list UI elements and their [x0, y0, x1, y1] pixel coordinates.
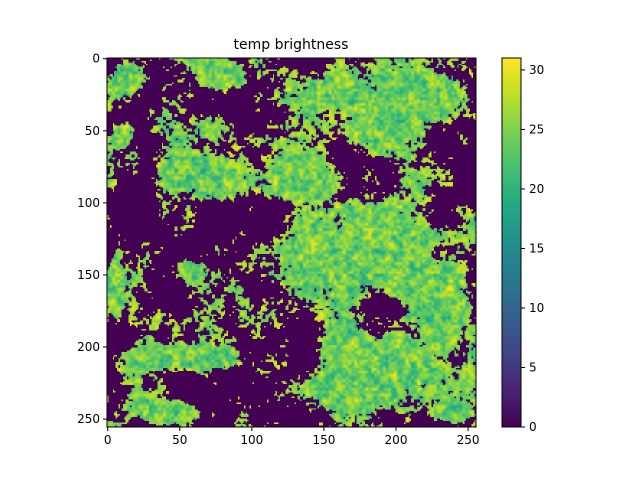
colorbar-tick-label: 25: [529, 122, 544, 136]
colorbar-tick-label: 10: [529, 301, 544, 315]
y-tick-label: 150: [77, 268, 100, 282]
y-tick-label: 200: [77, 340, 100, 354]
y-axis: 0 50 100 150 200 250: [77, 52, 107, 426]
x-tick-label: 150: [312, 433, 335, 447]
y-tick-label: 250: [77, 412, 100, 426]
colorbar-tick-label: 5: [529, 360, 537, 374]
colorbar: [501, 57, 522, 428]
colorbar-tick-label: 20: [529, 182, 544, 196]
x-tick-label: 200: [385, 433, 408, 447]
y-tick-label: 50: [85, 124, 100, 138]
x-axis: 0 50 100 150 200 250: [104, 427, 480, 447]
colorbar-tick-label: 15: [529, 241, 544, 255]
x-tick-label: 0: [104, 433, 112, 447]
colorbar-axis: 0 5 10 15 20 25 30: [521, 63, 544, 434]
colorbar-gradient: [501, 57, 522, 428]
x-tick-label: 50: [172, 433, 187, 447]
chart-title: temp brightness: [234, 37, 349, 53]
colorbar-tick-label: 30: [529, 63, 544, 77]
y-tick-label: 0: [92, 52, 100, 66]
y-tick-label: 100: [77, 196, 100, 210]
plot-frame: [106, 57, 477, 428]
x-tick-label: 100: [240, 433, 263, 447]
heatmap-plot: [106, 57, 477, 428]
colorbar-tick-label: 0: [529, 420, 537, 434]
heatmap-image: [107, 58, 476, 427]
x-tick-label: 250: [457, 433, 480, 447]
